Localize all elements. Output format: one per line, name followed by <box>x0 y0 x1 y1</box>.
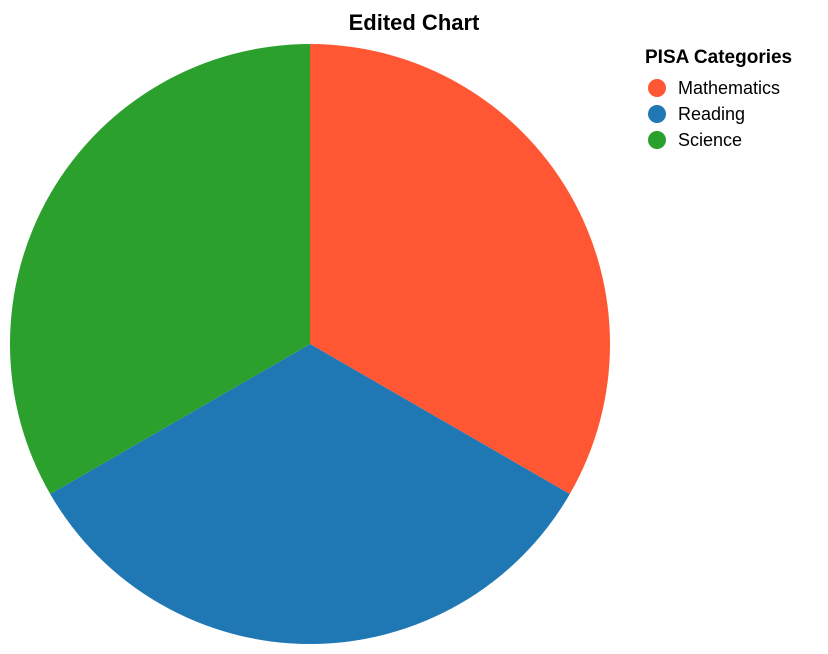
pie-slice-reading <box>50 344 570 645</box>
legend-swatch-reading <box>648 105 666 123</box>
pie-slice-mathematics <box>310 44 611 494</box>
legend: PISA Categories Mathematics Reading Scienc… <box>645 47 792 150</box>
legend-label-science: Science <box>678 130 742 150</box>
chart-title: Edited Chart <box>349 10 480 35</box>
legend-label-mathematics: Mathematics <box>678 78 780 98</box>
legend-swatch-mathematics <box>648 79 666 97</box>
legend-title: PISA Categories <box>645 47 792 68</box>
legend-swatch-science <box>648 131 666 149</box>
legend-label-reading: Reading <box>678 104 745 124</box>
legend-items: Mathematics Reading Science <box>648 78 780 150</box>
pie-slices <box>9 44 611 645</box>
pie-slice-science <box>9 44 311 494</box>
